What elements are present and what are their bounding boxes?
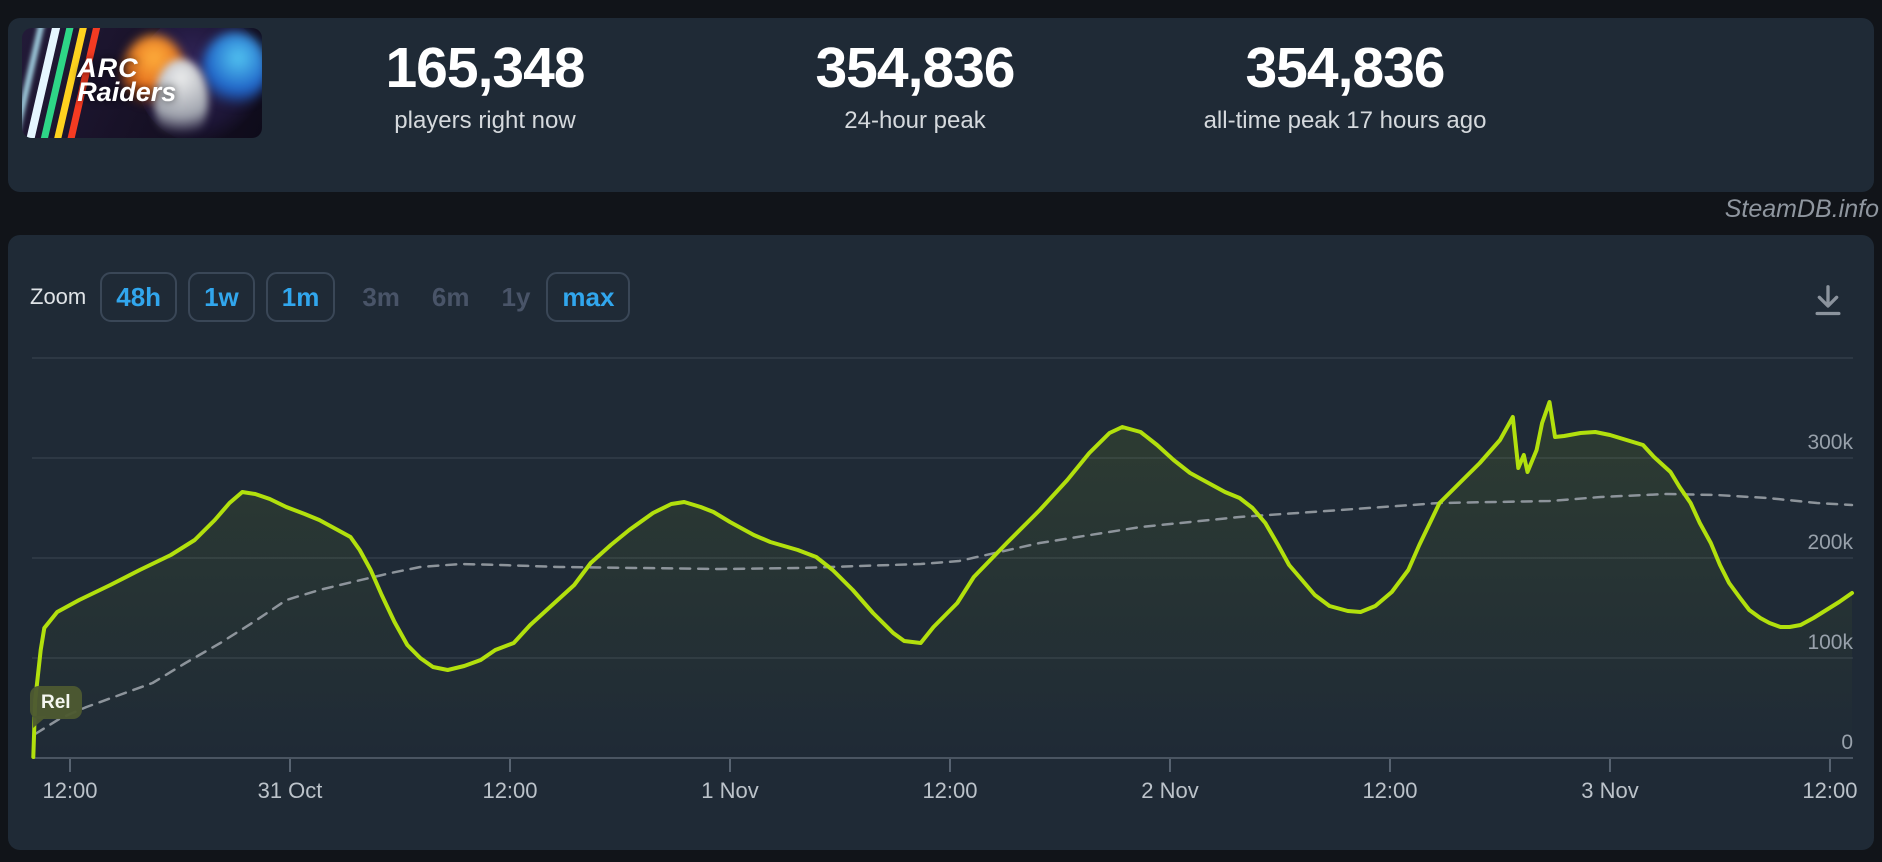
game-logo: ARC Raiders	[77, 52, 177, 108]
stat-current-players: 165,348 players right now	[270, 18, 700, 192]
release-marker[interactable]: Rel	[30, 686, 82, 728]
header-panel: ARC Raiders 165,348 players right now 35…	[8, 18, 1874, 192]
zoom-range-48h[interactable]: 48h	[100, 272, 178, 322]
player-stats: 165,348 players right now 354,836 24-hou…	[270, 18, 1560, 192]
zoom-range-6m: 6m	[426, 274, 476, 320]
zoom-range-1w[interactable]: 1w	[188, 272, 255, 322]
24h-peak-label: 24-hour peak	[844, 107, 986, 134]
stat-24h-peak: 354,836 24-hour peak	[700, 18, 1130, 192]
banner-character-white	[154, 58, 208, 138]
download-icon[interactable]	[1808, 281, 1848, 321]
game-logo-line2: Raiders	[77, 77, 177, 108]
alltime-peak-label: all-time peak 17 hours ago	[1203, 107, 1487, 134]
current-players-label: players right now	[394, 107, 576, 134]
zoom-range-3m: 3m	[356, 274, 406, 320]
stat-alltime-peak: 354,836 all-time peak 17 hours ago	[1130, 18, 1560, 192]
alltime-peak-value: 354,836	[1245, 36, 1445, 100]
24h-peak-value: 354,836	[815, 36, 1015, 100]
steamdb-watermark: SteamDB.info	[1724, 195, 1879, 223]
zoom-range-max[interactable]: max	[546, 272, 631, 322]
chart-panel: Zoom 48h 1w 1m 3m 6m 1y max	[8, 235, 1874, 850]
game-logo-line1: ARC	[77, 52, 139, 83]
game-banner[interactable]: ARC Raiders	[22, 28, 262, 138]
current-players-value: 165,348	[385, 36, 585, 100]
zoom-range-1y: 1y	[495, 274, 536, 320]
banner-character-blue	[202, 32, 262, 107]
zoom-label: Zoom	[30, 284, 87, 309]
zoom-toolbar: Zoom 48h 1w 1m 3m 6m 1y max	[30, 272, 641, 322]
zoom-range-1m[interactable]: 1m	[265, 272, 336, 322]
